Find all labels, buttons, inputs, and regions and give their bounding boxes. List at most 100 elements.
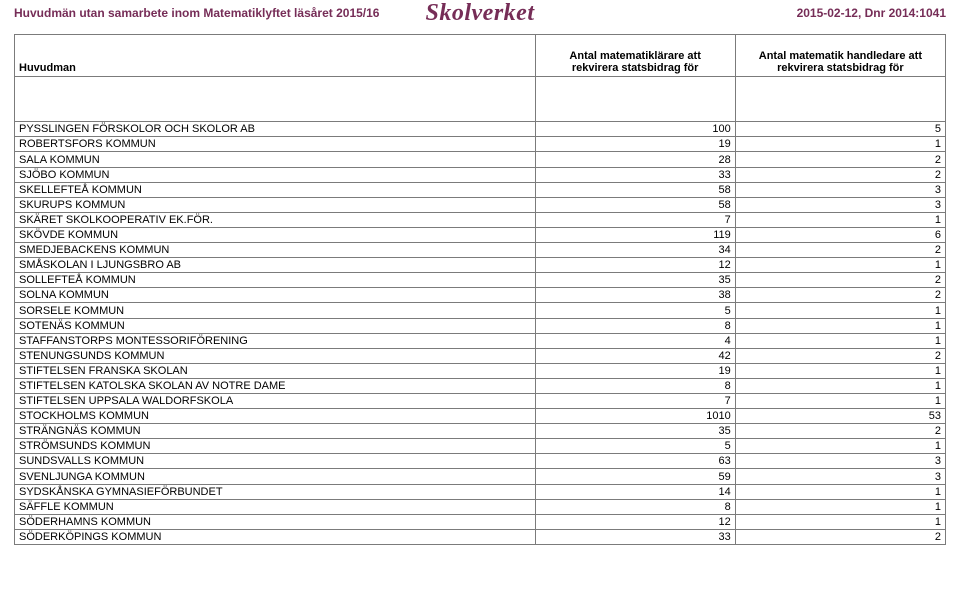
- cell-handledare: 1: [735, 484, 945, 499]
- cell-larare: 5: [535, 439, 735, 454]
- cell-handledare: 3: [735, 197, 945, 212]
- cell-handledare: 2: [735, 167, 945, 182]
- cell-huvudman: SÖDERKÖPINGS KOMMUN: [15, 529, 536, 544]
- col-header-b-line2: rekvirera statsbidrag för: [540, 62, 731, 74]
- spacer-row: [15, 77, 946, 92]
- cell-handledare: 2: [735, 243, 945, 258]
- cell-larare: 38: [535, 288, 735, 303]
- cell-huvudman: SÄFFLE KOMMUN: [15, 499, 536, 514]
- cell-handledare: 3: [735, 454, 945, 469]
- col-header-b-line1: Antal matematiklärare att: [540, 50, 731, 62]
- date-right: 2015-02-12, Dnr 2014:1041: [797, 6, 946, 20]
- logo-text: Skolverket: [426, 0, 535, 27]
- table-row: SOLNA KOMMUN382: [15, 288, 946, 303]
- table-row: STRÖMSUNDS KOMMUN51: [15, 439, 946, 454]
- cell-huvudman: SJÖBO KOMMUN: [15, 167, 536, 182]
- table-row: SJÖBO KOMMUN332: [15, 167, 946, 182]
- cell-handledare: 1: [735, 258, 945, 273]
- table-row: STIFTELSEN KATOLSKA SKOLAN AV NOTRE DAME…: [15, 378, 946, 393]
- table-row: SÖDERKÖPINGS KOMMUN332: [15, 529, 946, 544]
- cell-larare: 8: [535, 318, 735, 333]
- cell-huvudman: SOLLEFTEÅ KOMMUN: [15, 273, 536, 288]
- table-row: STENUNGSUNDS KOMMUN422: [15, 348, 946, 363]
- cell-larare: 1010: [535, 409, 735, 424]
- table-row: STAFFANSTORPS MONTESSORIFÖRENING41: [15, 333, 946, 348]
- cell-huvudman: SKURUPS KOMMUN: [15, 197, 536, 212]
- cell-huvudman: SORSELE KOMMUN: [15, 303, 536, 318]
- table-row: SYDSKÅNSKA GYMNASIEFÖRBUNDET141: [15, 484, 946, 499]
- col-header-larare: Antal matematiklärare att rekvirera stat…: [535, 35, 735, 77]
- cell-handledare: 1: [735, 439, 945, 454]
- cell-huvudman: SKÖVDE KOMMUN: [15, 227, 536, 242]
- cell-handledare: 2: [735, 288, 945, 303]
- cell-larare: 33: [535, 529, 735, 544]
- cell-huvudman: SMÅSKOLAN I LJUNGSBRO AB: [15, 258, 536, 273]
- cell-larare: 33: [535, 167, 735, 182]
- cell-larare: 35: [535, 273, 735, 288]
- table-row: SOLLEFTEÅ KOMMUN352: [15, 273, 946, 288]
- table-row: SMEDJEBACKENS KOMMUN342: [15, 243, 946, 258]
- cell-larare: 63: [535, 454, 735, 469]
- cell-huvudman: STIFTELSEN KATOLSKA SKOLAN AV NOTRE DAME: [15, 378, 536, 393]
- cell-handledare: 2: [735, 152, 945, 167]
- table-row: STRÄNGNÄS KOMMUN352: [15, 424, 946, 439]
- cell-huvudman: SÖDERHAMNS KOMMUN: [15, 514, 536, 529]
- cell-handledare: 2: [735, 424, 945, 439]
- cell-huvudman: SKÄRET SKOLKOOPERATIV EK.FÖR.: [15, 212, 536, 227]
- col-header-a-text: Huvudman: [19, 62, 531, 74]
- page: Huvudmän utan samarbete inom Matematikly…: [0, 0, 960, 600]
- table-row: PYSSLINGEN FÖRSKOLOR OCH SKOLOR AB1005: [15, 122, 946, 137]
- cell-huvudman: SOLNA KOMMUN: [15, 288, 536, 303]
- cell-handledare: 6: [735, 227, 945, 242]
- cell-handledare: 2: [735, 529, 945, 544]
- spacer-rows: [15, 77, 946, 122]
- cell-larare: 4: [535, 333, 735, 348]
- cell-larare: 12: [535, 258, 735, 273]
- cell-huvudman: STIFTELSEN FRANSKA SKOLAN: [15, 363, 536, 378]
- cell-handledare: 5: [735, 122, 945, 137]
- table-row: SÄFFLE KOMMUN81: [15, 499, 946, 514]
- cell-larare: 58: [535, 197, 735, 212]
- col-header-huvudman: Huvudman: [15, 35, 536, 77]
- cell-huvudman: PYSSLINGEN FÖRSKOLOR OCH SKOLOR AB: [15, 122, 536, 137]
- cell-handledare: 3: [735, 182, 945, 197]
- cell-handledare: 1: [735, 393, 945, 408]
- cell-larare: 7: [535, 393, 735, 408]
- cell-handledare: 1: [735, 318, 945, 333]
- cell-huvudman: STAFFANSTORPS MONTESSORIFÖRENING: [15, 333, 536, 348]
- spacer-row: [15, 92, 946, 107]
- table-head: Huvudman Antal matematiklärare att rekvi…: [15, 35, 946, 77]
- cell-larare: 58: [535, 182, 735, 197]
- cell-handledare: 2: [735, 348, 945, 363]
- cell-huvudman: SYDSKÅNSKA GYMNASIEFÖRBUNDET: [15, 484, 536, 499]
- col-header-c-line1: Antal matematik handledare att: [740, 50, 941, 62]
- table-row: STOCKHOLMS KOMMUN101053: [15, 409, 946, 424]
- cell-larare: 19: [535, 363, 735, 378]
- cell-huvudman: SVENLJUNGA KOMMUN: [15, 469, 536, 484]
- cell-larare: 100: [535, 122, 735, 137]
- table-row: STIFTELSEN UPPSALA WALDORFSKOLA71: [15, 393, 946, 408]
- cell-larare: 7: [535, 212, 735, 227]
- cell-handledare: 2: [735, 273, 945, 288]
- cell-huvudman: STOCKHOLMS KOMMUN: [15, 409, 536, 424]
- cell-huvudman: STRÖMSUNDS KOMMUN: [15, 439, 536, 454]
- table-row: SALA KOMMUN282: [15, 152, 946, 167]
- cell-huvudman: STIFTELSEN UPPSALA WALDORFSKOLA: [15, 393, 536, 408]
- table-row: SÖDERHAMNS KOMMUN121: [15, 514, 946, 529]
- cell-huvudman: ROBERTSFORS KOMMUN: [15, 137, 536, 152]
- cell-huvudman: SALA KOMMUN: [15, 152, 536, 167]
- table-row: SVENLJUNGA KOMMUN593: [15, 469, 946, 484]
- cell-larare: 5: [535, 303, 735, 318]
- cell-huvudman: SUNDSVALLS KOMMUN: [15, 454, 536, 469]
- page-header: Huvudmän utan samarbete inom Matematikly…: [0, 0, 960, 34]
- table-row: SMÅSKOLAN I LJUNGSBRO AB121: [15, 258, 946, 273]
- table-row: SKÄRET SKOLKOOPERATIV EK.FÖR.71: [15, 212, 946, 227]
- col-header-handledare: Antal matematik handledare att rekvirera…: [735, 35, 945, 77]
- cell-larare: 28: [535, 152, 735, 167]
- cell-larare: 8: [535, 499, 735, 514]
- title-left: Huvudmän utan samarbete inom Matematikly…: [14, 6, 379, 20]
- cell-huvudman: STRÄNGNÄS KOMMUN: [15, 424, 536, 439]
- cell-huvudman: SKELLEFTEÅ KOMMUN: [15, 182, 536, 197]
- cell-larare: 12: [535, 514, 735, 529]
- data-table: Huvudman Antal matematiklärare att rekvi…: [14, 34, 946, 545]
